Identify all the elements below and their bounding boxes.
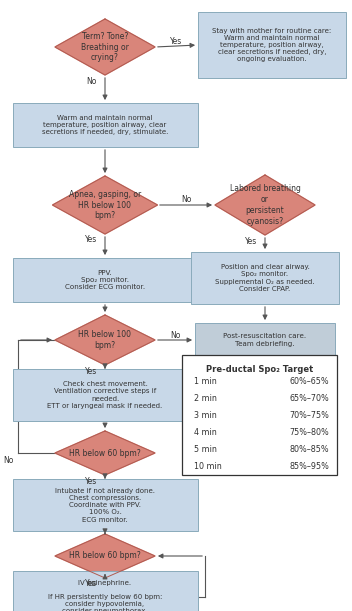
FancyBboxPatch shape: [13, 571, 197, 611]
Text: 3 min: 3 min: [194, 411, 217, 420]
Polygon shape: [55, 315, 155, 365]
Text: Intubate if not already done.
Chest compressions.
Coordinate with PPV.
100% O₂.
: Intubate if not already done. Chest comp…: [55, 488, 155, 522]
Text: Stay with mother for routine care:
Warm and maintain normal
temperature, positio: Stay with mother for routine care: Warm …: [212, 27, 332, 62]
FancyBboxPatch shape: [13, 479, 197, 531]
Text: HR below 60 bpm?: HR below 60 bpm?: [69, 448, 141, 458]
Polygon shape: [55, 19, 155, 75]
Text: Apnea, gasping, or
HR below 100
bpm?: Apnea, gasping, or HR below 100 bpm?: [69, 190, 141, 220]
FancyBboxPatch shape: [13, 258, 197, 302]
Text: Term? Tone?
Breathing or
crying?: Term? Tone? Breathing or crying?: [81, 32, 129, 62]
Text: Warm and maintain normal
temperature, position airway, clear
secretions if neede: Warm and maintain normal temperature, po…: [42, 115, 168, 135]
Text: Pre-ductal Spo₂ Target: Pre-ductal Spo₂ Target: [206, 365, 313, 374]
Text: No: No: [181, 196, 191, 205]
Text: 70%–75%: 70%–75%: [289, 411, 329, 420]
Text: Post-resuscitation care.
Team debriefing.: Post-resuscitation care. Team debriefing…: [224, 334, 307, 346]
FancyBboxPatch shape: [13, 369, 197, 421]
Text: PPV.
Spo₂ monitor.
Consider ECG monitor.: PPV. Spo₂ monitor. Consider ECG monitor.: [65, 269, 145, 290]
Text: 10 min: 10 min: [194, 462, 222, 471]
Text: 2 min: 2 min: [194, 394, 217, 403]
Polygon shape: [55, 431, 155, 475]
Text: HR below 100
bpm?: HR below 100 bpm?: [78, 330, 132, 350]
Text: 85%–95%: 85%–95%: [289, 462, 329, 471]
Text: Position and clear airway.
Spo₂ monitor.
Supplemental O₂ as needed.
Consider CPA: Position and clear airway. Spo₂ monitor.…: [215, 264, 315, 292]
Text: 80%–85%: 80%–85%: [289, 445, 329, 454]
FancyBboxPatch shape: [198, 12, 346, 78]
Text: No: No: [4, 456, 14, 465]
Text: 60%–65%: 60%–65%: [289, 377, 329, 386]
FancyBboxPatch shape: [195, 323, 335, 357]
Text: 1 min: 1 min: [194, 377, 217, 386]
Text: Labored breathing
or
persistent
cyanosis?: Labored breathing or persistent cyanosis…: [230, 185, 301, 225]
Text: 5 min: 5 min: [194, 445, 217, 454]
Text: Yes: Yes: [85, 367, 97, 376]
Polygon shape: [55, 534, 155, 578]
Text: Yes: Yes: [85, 579, 97, 588]
Text: HR below 60 bpm?: HR below 60 bpm?: [69, 552, 141, 560]
Polygon shape: [215, 175, 315, 235]
Text: 4 min: 4 min: [194, 428, 217, 437]
Text: No: No: [87, 76, 97, 86]
FancyBboxPatch shape: [191, 252, 339, 304]
FancyBboxPatch shape: [13, 103, 197, 147]
Text: Yes: Yes: [85, 477, 97, 486]
Text: 75%–80%: 75%–80%: [289, 428, 329, 437]
Polygon shape: [52, 176, 157, 234]
Text: IV epinephrine.

If HR persistently below 60 bpm:
consider hypovolemia,
consider: IV epinephrine. If HR persistently below…: [48, 579, 162, 611]
Text: Yes: Yes: [245, 236, 257, 246]
Text: 65%–70%: 65%–70%: [289, 394, 329, 403]
Text: Yes: Yes: [85, 235, 97, 244]
FancyBboxPatch shape: [182, 355, 337, 475]
Text: No: No: [170, 331, 180, 340]
Text: Yes: Yes: [170, 37, 182, 46]
Text: Check chest movement.
Ventilation corrective steps if
needed.
ETT or laryngeal m: Check chest movement. Ventilation correc…: [48, 381, 163, 409]
